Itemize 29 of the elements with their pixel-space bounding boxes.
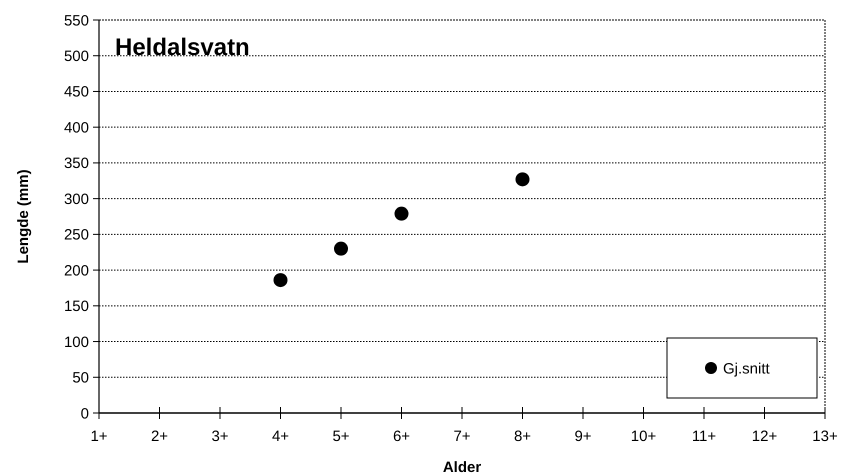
x-axis-title: Alder <box>442 459 482 474</box>
x-tick-label: 4+ <box>272 428 290 445</box>
y-tick-label: 350 <box>64 155 89 172</box>
y-tick-label: 0 <box>80 405 89 422</box>
y-tick-label: 400 <box>64 119 89 136</box>
y-tick-label: 550 <box>64 12 89 30</box>
y-tick-label: 250 <box>64 226 89 244</box>
x-tick-label: 3+ <box>211 428 229 445</box>
y-tick-label: 500 <box>64 48 89 65</box>
x-tick-label: 7+ <box>453 428 471 445</box>
x-tick-label: 9+ <box>574 428 592 445</box>
y-tick-label: 300 <box>64 190 89 208</box>
x-tick-label: 6+ <box>392 428 410 445</box>
y-axis-title: Lengde (mm) <box>15 169 32 264</box>
y-tick-label: 200 <box>64 262 89 280</box>
y-tick-label: 100 <box>64 334 89 351</box>
text: Heldalsvatn <box>115 34 250 61</box>
x-tick-label: 2+ <box>150 428 168 445</box>
x-tick-label: 11+ <box>692 428 716 445</box>
y-tick-label: 50 <box>72 370 89 387</box>
x-tick-label: 8+ <box>514 428 532 445</box>
x-tick-label: 5+ <box>332 428 350 445</box>
legend-label: Gj.snitt <box>723 360 771 378</box>
x-tick-label: 12+ <box>752 428 778 445</box>
x-tick-label: 10+ <box>630 428 656 445</box>
x-tick-label: 13+ <box>812 428 838 445</box>
y-tick-label: 150 <box>64 298 89 316</box>
x-tick-label: 1+ <box>90 428 108 445</box>
y-tick-label: 450 <box>64 84 89 101</box>
